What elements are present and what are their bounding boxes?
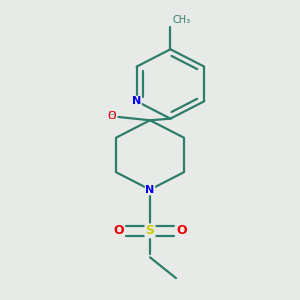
Text: N: N [146,184,154,195]
Text: CH₃: CH₃ [172,15,190,25]
Text: H: H [108,111,117,121]
Text: S: S [146,224,154,237]
Text: O: O [101,111,117,121]
Text: N: N [132,96,141,106]
Text: O: O [113,224,124,237]
Text: O: O [176,224,187,237]
